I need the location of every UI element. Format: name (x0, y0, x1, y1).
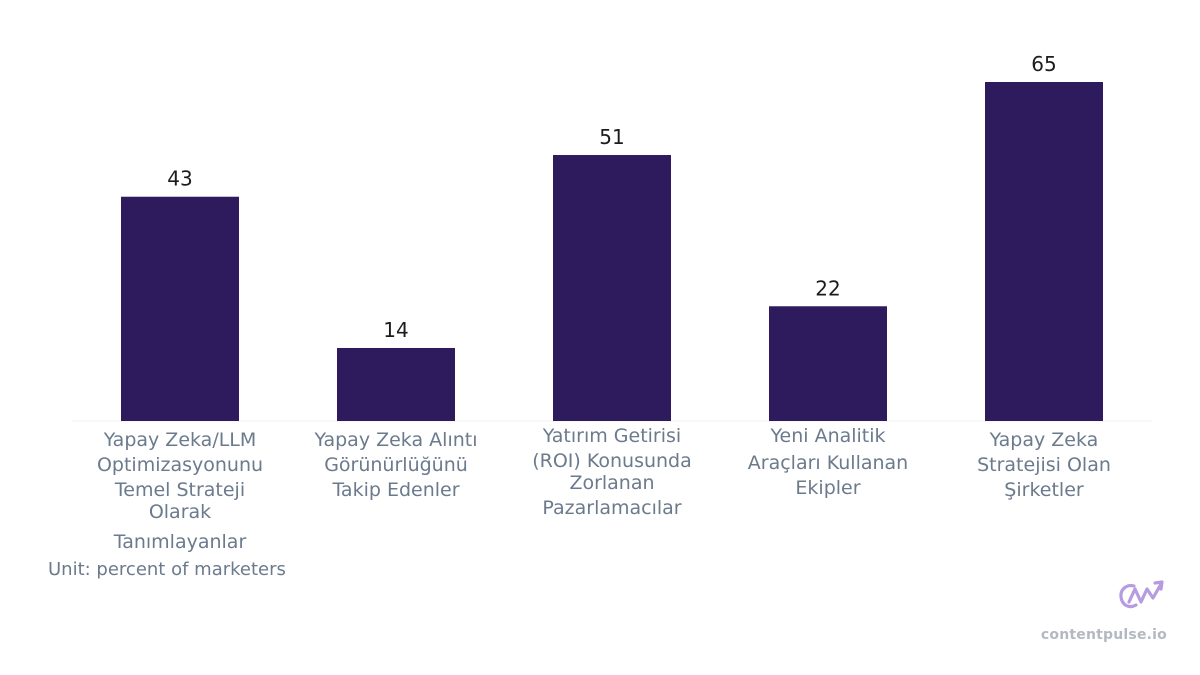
category-label-4: Yeni Analitik Araçları Kullanan Ekipler (748, 425, 908, 499)
bar-1 (121, 196, 239, 421)
category-label-line: (ROI) Konusunda (532, 450, 692, 472)
value-label-4: 22 (815, 276, 840, 300)
bar-4 (769, 306, 887, 421)
category-label-2: Yapay Zeka Alıntı Görünürlüğünü Takip Eden… (313, 429, 477, 501)
bar-5 (985, 82, 1103, 421)
category-label-line: Görünürlüğünü (324, 454, 468, 476)
value-label-2: 14 (383, 318, 408, 342)
category-label-line: Takip Edenler (331, 479, 459, 501)
unit-note: Unit: percent of marketers (48, 559, 286, 580)
category-label-line: Ekipler (795, 477, 860, 499)
category-label-line: Tanımlayanlar (113, 531, 247, 553)
category-label-3: Yatırım Getirisi (ROI) Konusunda Zorlanan P… (532, 425, 692, 519)
category-label-line: Yapay Zeka Alıntı (313, 429, 477, 451)
category-label-line: Yeni Analitik (769, 425, 885, 447)
bar-3 (553, 155, 671, 421)
category-label-line: Yapay Zeka/LLM (103, 429, 257, 451)
value-label-3: 51 (599, 125, 624, 149)
value-labels-layer: 43 14 51 22 65 (167, 52, 1056, 342)
category-label-line: Araçları Kullanan (748, 452, 908, 474)
category-label-line: Yapay Zeka (989, 429, 1099, 451)
category-label-line: Pazarlamacılar (542, 497, 681, 519)
contentpulse-logo-icon (1119, 580, 1164, 609)
bars-layer (121, 82, 1103, 421)
category-label-5: Yapay Zeka Stratejisi Olan Şirketler (977, 429, 1111, 501)
category-labels-layer: Yapay Zeka/LLM Optimizasyonunu Temel Strat… (97, 425, 1111, 553)
category-label-line: Olarak (149, 501, 211, 523)
category-label-1: Yapay Zeka/LLM Optimizasyonunu Temel Strat… (97, 429, 263, 553)
value-label-1: 43 (167, 167, 192, 191)
category-label-line: Şirketler (1004, 479, 1084, 501)
brand-name: contentpulse.io (1040, 627, 1167, 643)
bar-2 (337, 347, 455, 421)
category-label-line: Stratejisi Olan (977, 454, 1111, 476)
category-label-line: Optimizasyonunu (97, 454, 263, 476)
category-label-line: Zorlanan (569, 472, 654, 494)
category-label-line: Temel Strateji (114, 479, 245, 501)
value-label-5: 65 (1031, 52, 1056, 76)
category-label-line: Yatırım Getirisi (542, 425, 681, 447)
